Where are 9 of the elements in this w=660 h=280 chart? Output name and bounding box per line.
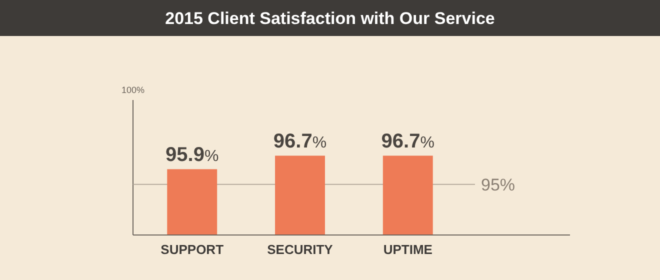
x-tick-label: SECURITY bbox=[267, 242, 334, 257]
data-label: 96.7% bbox=[381, 130, 434, 153]
chart-title: 2015 Client Satisfaction with Our Service bbox=[165, 9, 495, 28]
data-label: 95.9% bbox=[166, 144, 219, 166]
text: 100% bbox=[121, 85, 145, 95]
data-label: 96.7% bbox=[273, 130, 327, 153]
x-tick-label: UPTIME bbox=[383, 242, 433, 257]
x-tick-label: SUPPORT bbox=[160, 242, 224, 257]
ref-line-label: 95% bbox=[481, 175, 516, 194]
